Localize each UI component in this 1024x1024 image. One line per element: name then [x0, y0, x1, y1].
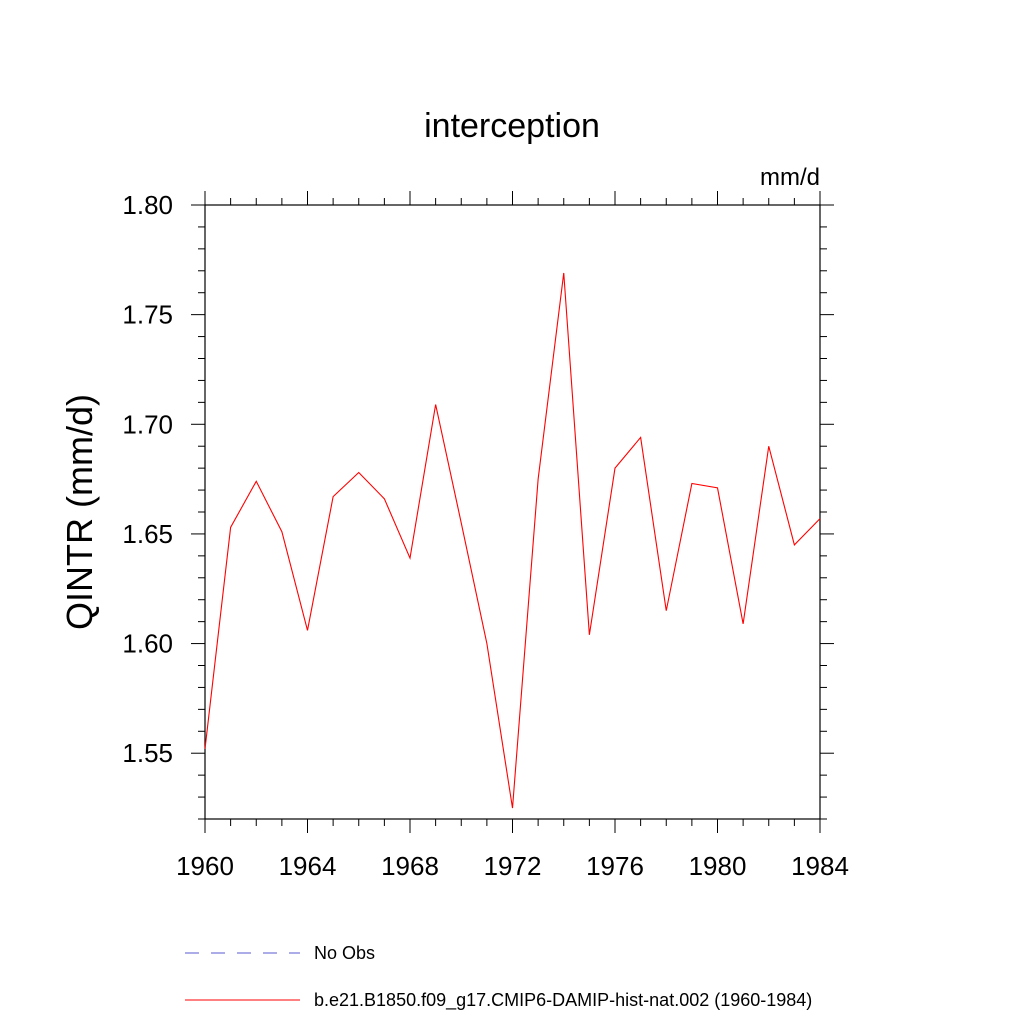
series-layer: [204, 272, 821, 809]
x-tick-label: 1968: [381, 851, 439, 881]
x-tick-label: 1964: [279, 851, 337, 881]
x-tick-label: 1960: [176, 851, 234, 881]
x-tick-label: 1984: [791, 851, 849, 881]
series-line: [204, 272, 821, 809]
y-tick-label: 1.70: [122, 409, 173, 439]
y-axis-label: QINTR (mm/d): [59, 394, 100, 630]
y-tick-label: 1.60: [122, 629, 173, 659]
units-label: mm/d: [760, 164, 820, 191]
plot-frame: [204, 204, 821, 820]
chart-title: interception: [424, 107, 600, 145]
y-tick-label: 1.75: [122, 300, 173, 330]
legend-label-no-obs: No Obs: [314, 943, 375, 963]
legend: No Obs b.e21.B1850.f09_g17.CMIP6-DAMIP-h…: [185, 943, 812, 1011]
y-tick-label: 1.80: [122, 190, 173, 220]
y-tick-label: 1.55: [122, 738, 173, 768]
x-tick-label: 1980: [689, 851, 747, 881]
x-tick-label: 1976: [586, 851, 644, 881]
axis-ticks: 1960 1964 1968 1972 1976 1980 1984 1.55 1.60 1.65…: [122, 190, 849, 881]
legend-label-model: b.e21.B1850.f09_g17.CMIP6-DAMIP-hist-nat…: [314, 990, 812, 1011]
y-tick-label: 1.65: [122, 519, 173, 549]
x-tick-label: 1972: [484, 851, 542, 881]
